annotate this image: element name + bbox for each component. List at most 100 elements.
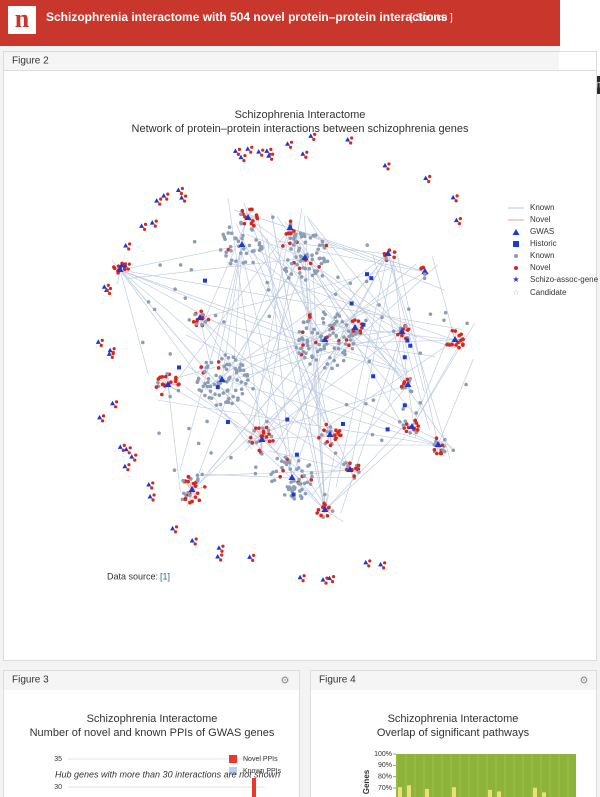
node — [254, 238, 258, 242]
logo[interactable]: n — [15, 4, 30, 33]
y-axis-label: Genes — [362, 769, 371, 794]
node — [203, 485, 207, 489]
node — [239, 251, 243, 255]
edge — [247, 217, 418, 339]
hub — [175, 187, 181, 192]
node — [261, 426, 265, 430]
hub — [149, 220, 155, 225]
node — [465, 321, 469, 326]
node — [213, 313, 218, 318]
node — [233, 358, 238, 362]
node — [239, 362, 243, 367]
node — [206, 376, 211, 381]
node — [294, 345, 298, 350]
node — [195, 380, 200, 385]
edge — [393, 262, 409, 386]
node — [322, 246, 327, 250]
node — [291, 243, 296, 247]
edge — [289, 227, 445, 291]
node — [303, 278, 308, 282]
node — [355, 331, 360, 335]
node — [99, 343, 103, 348]
edge — [256, 214, 326, 511]
node — [241, 261, 245, 265]
node — [300, 469, 304, 473]
node — [249, 221, 254, 226]
node — [350, 319, 355, 324]
node — [367, 564, 371, 568]
node — [183, 199, 187, 203]
node — [151, 481, 155, 485]
node — [287, 485, 292, 489]
hub — [297, 574, 303, 580]
edge — [341, 253, 389, 341]
source-link[interactable]: [ Source ] — [410, 13, 453, 24]
node — [249, 150, 253, 154]
node — [238, 368, 243, 373]
node — [254, 440, 259, 445]
node — [188, 493, 192, 498]
node — [291, 492, 296, 497]
legend-marker — [229, 755, 237, 763]
node — [333, 437, 338, 442]
node — [223, 353, 228, 357]
node — [174, 525, 179, 529]
node — [348, 281, 353, 286]
edge — [387, 253, 451, 459]
node — [328, 323, 332, 328]
node — [291, 236, 296, 241]
node — [432, 443, 437, 447]
node — [310, 330, 315, 335]
node — [301, 349, 306, 354]
node — [306, 464, 310, 468]
node — [128, 446, 132, 450]
node — [269, 434, 274, 439]
node — [308, 362, 312, 366]
node — [199, 389, 204, 393]
hub — [170, 525, 176, 531]
node — [352, 474, 356, 478]
legend-text: Historic — [530, 239, 557, 248]
node — [214, 403, 219, 407]
node — [342, 462, 346, 466]
node — [228, 375, 232, 380]
node — [320, 274, 325, 278]
node — [143, 222, 148, 226]
node — [150, 486, 154, 490]
edge — [372, 254, 409, 386]
header-bar — [0, 0, 600, 46]
node — [127, 463, 131, 467]
node — [193, 312, 197, 317]
node — [128, 242, 132, 246]
hub — [161, 193, 167, 198]
annotation: Hub genes with more than 30 interactions… — [55, 769, 280, 779]
node — [331, 323, 335, 327]
edge — [119, 269, 408, 373]
node — [260, 452, 264, 456]
node — [326, 506, 331, 510]
node — [333, 292, 338, 297]
node — [418, 351, 423, 355]
node — [297, 351, 301, 355]
legend-marker: ★ — [512, 275, 519, 284]
edge — [119, 269, 420, 433]
node — [350, 333, 355, 338]
node — [337, 341, 341, 346]
node — [173, 287, 177, 292]
hub — [245, 146, 251, 151]
node — [168, 394, 172, 399]
settings-icon[interactable]: ⚙ — [580, 676, 589, 687]
node — [297, 329, 302, 334]
node — [224, 367, 229, 371]
node — [302, 574, 306, 578]
logo-box[interactable] — [8, 6, 36, 34]
node — [348, 461, 352, 466]
node — [328, 425, 333, 429]
settings-icon[interactable]: ⚙ — [281, 676, 290, 687]
data-source-link[interactable]: [1] — [160, 571, 170, 581]
edge — [411, 334, 466, 428]
node — [333, 433, 337, 437]
node — [269, 147, 273, 151]
node — [310, 257, 315, 262]
edge — [226, 261, 456, 341]
